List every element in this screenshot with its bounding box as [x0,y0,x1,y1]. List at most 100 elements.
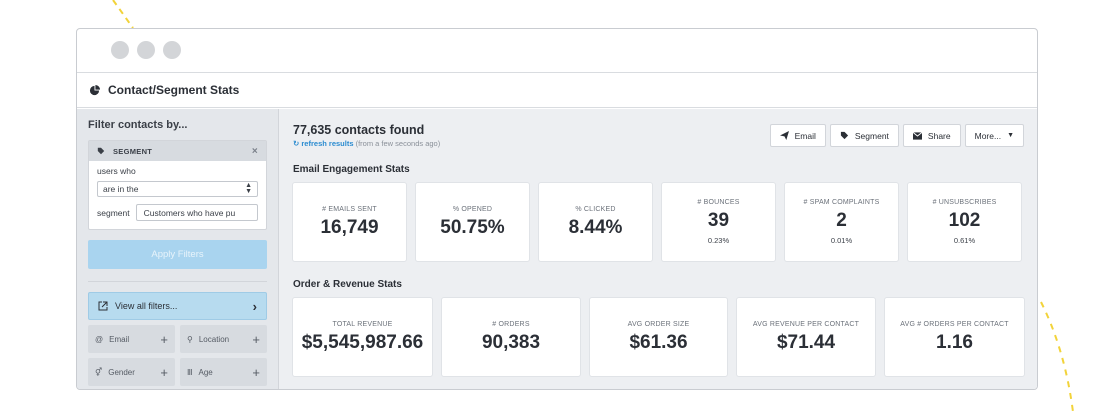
stat-label: % OPENED [452,205,493,213]
filter-chip-age[interactable]: Ⅲ Age + [180,358,267,386]
filter-sidebar: Filter contacts by... SEGMENT × users wh… [77,109,279,389]
stat-label: AVG # ORDERS PER CONTACT [900,320,1009,328]
window-chrome [77,29,1037,73]
more-button-label: More... [974,130,1002,141]
stats-main: 77,635 contacts found ↻ refresh results … [279,109,1037,389]
segment-button[interactable]: Segment [829,124,899,147]
segment-button-label: Segment [854,130,889,141]
view-all-filters-button[interactable]: View all filters... › [88,292,267,320]
filter-header-label: SEGMENT [113,146,153,156]
users-who-label: users who [97,166,136,176]
refresh-results-link[interactable]: ↻ refresh results [293,139,356,148]
email-button-label: Email [794,130,816,141]
filter-chip-email[interactable]: @ Email + [88,325,175,353]
page-header: Contact/Segment Stats [77,73,1037,108]
sidebar-title: Filter contacts by... [88,119,188,131]
stat-label: TOTAL REVENUE [332,320,393,328]
more-button[interactable]: More... ▼ [964,124,1024,147]
envelope-icon [912,131,922,140]
stat-sub: 0.61% [953,236,976,245]
tag-icon [97,147,105,155]
stat-label: # ORDERS [492,320,530,328]
stat-value: 16,749 [320,216,379,238]
stat-value: $71.44 [776,331,836,353]
segment-label: segment [97,207,130,218]
segment-input[interactable]: Customers who have pu [135,204,258,221]
stat-value: 8.44% [568,216,623,238]
stat-card-spam-complaints: # SPAM COMPLAINTS 2 0.01% [785,183,898,261]
decorative-dash-top [112,0,134,29]
refresh-results-label: refresh results [301,139,354,148]
stat-card-emails-sent: # EMAILS SENT 16,749 [293,183,406,261]
tag-icon [840,131,848,140]
segment-filter-card: SEGMENT × users who are in the ▲ ▼ segmen… [88,140,267,230]
page-title: Contact/Segment Stats [108,83,240,97]
window-dot-close[interactable] [111,41,129,59]
stat-label: AVG ORDER SIZE [627,320,690,328]
stat-label: # EMAILS SENT [322,205,377,213]
stat-value: 102 [948,210,981,231]
share-button[interactable]: Share [902,124,961,147]
filter-chip-label: Gender [108,367,135,377]
at-icon: @ [95,334,104,344]
app-window: Contact/Segment Stats Filter contacts by… [76,28,1038,390]
stat-label: AVG REVENUE PER CONTACT [752,320,860,328]
caret-down-icon: ▼ [1007,132,1014,139]
remove-filter-icon[interactable]: × [251,145,258,157]
stat-card-unsubscribes: # UNSUBSCRIBES 102 0.61% [908,183,1021,261]
condition-select-value: are in the [103,184,139,194]
external-link-icon [98,301,108,311]
filter-chip-gender[interactable]: ⚥ Gender + [88,358,175,386]
plus-icon: + [160,364,168,380]
stat-card-orders: # ORDERS 90,383 [442,298,580,376]
plus-icon: + [252,331,260,347]
apply-filters-button[interactable]: Apply Filters [88,240,267,269]
stat-value: $5,545,987.66 [301,331,424,353]
plus-icon: + [252,364,260,380]
engagement-cards: # EMAILS SENT 16,749 % OPENED 50.75% % C… [293,183,1024,261]
filter-chip-label: Age [198,367,213,377]
window-dot-minimize[interactable] [137,41,155,59]
stat-card-total-revenue: TOTAL REVENUE $5,545,987.66 [293,298,432,376]
stat-card-avg-orders-per-contact: AVG # ORDERS PER CONTACT 1.16 [885,298,1024,376]
gender-icon: ⚥ [95,367,103,377]
stat-label: # BOUNCES [697,199,740,206]
divider [88,281,267,282]
stat-card-clicked: % CLICKED 8.44% [539,183,652,261]
stat-value: 1.16 [936,331,973,353]
view-all-filters-label: View all filters... [115,301,178,311]
stat-value: 2 [836,210,847,231]
stat-value: 50.75% [440,216,505,238]
refresh-time: (from a few seconds ago) [355,139,441,148]
stat-card-bounces: # BOUNCES 39 0.23% [662,183,775,261]
filter-header: SEGMENT × [89,141,266,161]
email-button[interactable]: Email [769,124,826,147]
condition-select[interactable]: are in the ▲ ▼ [97,181,258,197]
bar-icon: Ⅲ [187,367,193,377]
revenue-cards: TOTAL REVENUE $5,545,987.66 # ORDERS 90,… [293,298,1024,376]
stat-card-avg-order-size: AVG ORDER SIZE $61.36 [590,298,727,376]
filter-chip-label: Location [198,334,230,344]
map-pin-icon: ⚲ [187,334,193,344]
pie-chart-icon [89,84,100,95]
select-arrows-icon: ▲ ▼ [245,182,252,195]
refresh-icon: ↻ [293,139,300,148]
stat-card-avg-revenue-per-contact: AVG REVENUE PER CONTACT $71.44 [737,298,875,376]
action-toolbar: Email Segment Share More... ▼ [769,124,1024,147]
revenue-section-title: Order & Revenue Stats [293,279,402,290]
stat-value: 90,383 [481,331,541,353]
stat-sub: 0.23% [707,236,730,245]
stat-value: 39 [707,210,730,231]
contacts-count: 77,635 contacts found [293,123,425,137]
share-button-label: Share [927,130,951,141]
window-dot-maximize[interactable] [163,41,181,59]
stat-label: % CLICKED [575,205,616,213]
stat-value: $61.36 [629,331,688,353]
refresh-line: ↻ refresh results (from a few seconds ag… [293,139,1024,148]
stat-label: # SPAM COMPLAINTS [803,199,880,206]
engagement-section-title: Email Engagement Stats [293,164,410,175]
stat-card-opened: % OPENED 50.75% [416,183,529,261]
stat-sub: 0.01% [830,236,853,245]
stat-label: # UNSUBSCRIBES [932,199,997,206]
filter-chip-location[interactable]: ⚲ Location + [180,325,267,353]
